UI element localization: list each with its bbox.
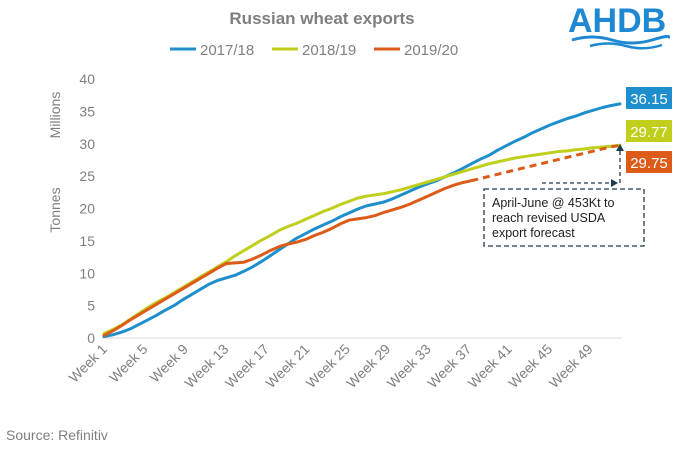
y-tick-label: 0 xyxy=(87,330,95,346)
annotation-box xyxy=(483,188,645,247)
end-value-labels: 36.15 29.77 29.75 xyxy=(626,87,672,173)
x-tick-label: Week 37 xyxy=(424,341,474,391)
legend: 2017/18 2018/19 2019/20 xyxy=(170,42,458,59)
y-tick-label: 35 xyxy=(79,103,95,119)
y-tick-label: 20 xyxy=(79,201,95,217)
forecast-annotation: April-June @ 453Kt to reach revised USDA… xyxy=(483,144,645,247)
series-lines xyxy=(102,102,622,339)
x-tick-label: Week 21 xyxy=(262,341,312,391)
ahdb-logo: AHDB xyxy=(568,2,671,50)
series-line-2019-20 xyxy=(102,179,473,337)
x-tick-label: Week 33 xyxy=(384,341,434,391)
end-label-value: 29.77 xyxy=(630,124,668,141)
end-label-value: 29.75 xyxy=(630,155,668,172)
legend-label: 2017/18 xyxy=(200,42,254,59)
logo-wave-1 xyxy=(571,34,671,45)
annotation-line-2: reach revised USDA xyxy=(492,211,606,225)
x-tick-label: Week 45 xyxy=(505,341,555,391)
x-tick-label: Week 1 xyxy=(65,341,110,386)
x-tick-label: Week 17 xyxy=(222,341,272,391)
x-tick-label: Week 13 xyxy=(181,341,231,391)
annotation-line-1: April-June @ 453Kt to xyxy=(492,196,615,210)
x-tick-label: Week 5 xyxy=(106,341,151,386)
logo-wave-2 xyxy=(589,42,663,50)
y-tick-label: 25 xyxy=(79,168,95,184)
series-forecast-2019-20 xyxy=(470,143,621,183)
y-tick-label: 5 xyxy=(87,298,95,314)
chart-title: Russian wheat exports xyxy=(229,9,414,28)
annotation-line-3: export forecast xyxy=(492,226,575,240)
x-tick-label: Week 29 xyxy=(343,341,393,391)
series-line-2017-18 xyxy=(102,102,622,339)
y-axis-label-tonnes: Tonnes xyxy=(47,187,63,232)
y-tick-label: 10 xyxy=(79,265,95,281)
legend-label: 2019/20 xyxy=(404,42,458,59)
y-axis: 0 5 10 15 20 25 30 35 40 xyxy=(79,71,95,346)
logo-text: AHDB xyxy=(568,2,666,40)
y-axis-label-millions: Millions xyxy=(47,92,63,139)
y-tick-label: 40 xyxy=(79,71,95,87)
annotation-arrowhead-up xyxy=(616,144,624,151)
x-tick-label: Week 49 xyxy=(546,341,596,391)
source-note: Source: Refinitiv xyxy=(6,427,108,443)
end-label-box xyxy=(626,87,672,109)
annotation-arrowhead-right xyxy=(611,179,618,187)
legend-label: 2018/19 xyxy=(302,42,356,59)
y-tick-label: 30 xyxy=(79,136,95,152)
end-label-value: 36.15 xyxy=(630,91,668,108)
x-tick-label: Week 41 xyxy=(465,341,515,391)
end-label-box xyxy=(626,120,672,142)
y-tick-label: 15 xyxy=(79,233,95,249)
end-label-box xyxy=(626,151,672,173)
x-tick-label: Week 25 xyxy=(303,341,353,391)
